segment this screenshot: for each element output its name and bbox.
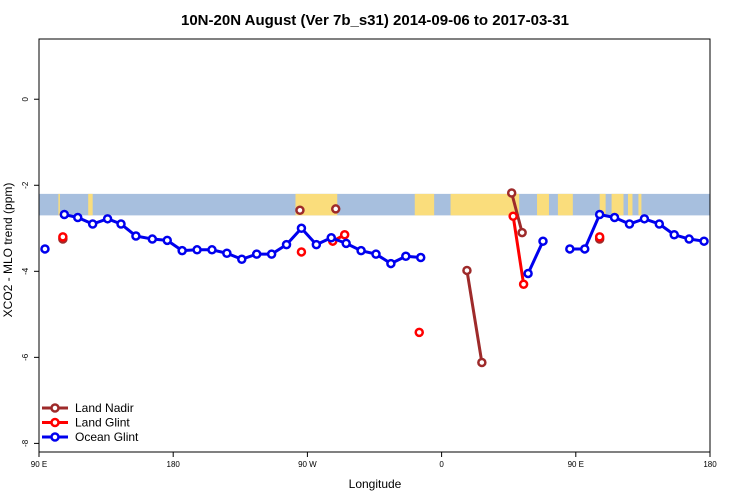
data-point (207, 245, 217, 255)
data-point (296, 223, 307, 234)
legend-marker-2 (50, 432, 60, 442)
data-point (523, 268, 533, 279)
legend-label-2: Ocean Glint (75, 430, 139, 444)
data-point (296, 247, 307, 257)
data-point (237, 254, 247, 265)
map-land-10 (638, 193, 642, 216)
data-point (222, 248, 232, 258)
data-point (177, 245, 187, 256)
x-tick-label-1: 180 (167, 460, 181, 469)
data-point (538, 236, 548, 246)
y-tick-label-4: -8 (21, 439, 30, 447)
legend-label-0: Land Nadir (75, 401, 134, 415)
data-point (58, 232, 68, 242)
data-point (386, 258, 396, 269)
data-point (102, 214, 113, 224)
series-line-segment (583, 213, 602, 251)
data-point (414, 327, 424, 338)
data-point (415, 252, 426, 263)
series-ocean-glint (40, 209, 709, 279)
data-point (639, 214, 650, 224)
data-point (311, 239, 322, 250)
series-line-segment (465, 268, 484, 365)
data-point (669, 229, 679, 240)
data-point (192, 245, 202, 255)
data-point (147, 234, 158, 244)
data-point (699, 236, 709, 246)
data-point (506, 188, 517, 198)
data-point (87, 219, 98, 229)
x-tick-label-5: 180 (703, 460, 717, 469)
data-point (341, 238, 351, 249)
data-point (609, 212, 620, 223)
map-land-0 (58, 193, 60, 216)
data-point (295, 205, 305, 215)
map-land-5 (537, 193, 549, 216)
series-line-segment (511, 214, 526, 286)
data-point (339, 229, 350, 240)
data-point (251, 249, 262, 259)
data-point (266, 249, 277, 259)
data-point (654, 219, 665, 229)
data-point (508, 211, 518, 221)
plot-frame (38, 38, 711, 453)
x-tick-label-4: 90 E (568, 460, 584, 469)
data-point (565, 244, 575, 254)
data-point (594, 209, 605, 220)
map-land-9 (627, 193, 633, 216)
data-point (594, 232, 605, 242)
data-point (281, 239, 292, 250)
data-point (330, 204, 341, 214)
data-point (326, 233, 337, 243)
series-line-segment (526, 239, 545, 275)
series-group (40, 188, 709, 368)
map-land-6 (557, 193, 573, 216)
y-tick-label-1: -2 (21, 181, 30, 189)
data-point (40, 244, 50, 254)
data-point (517, 227, 527, 238)
data-point (371, 249, 381, 259)
data-point (59, 209, 70, 220)
series-line-segment (510, 191, 524, 235)
x-tick-label-3: 0 (439, 460, 444, 469)
y-tick-label-0: 0 (21, 96, 30, 101)
series-land-glint (58, 211, 605, 338)
map-band (39, 193, 710, 216)
data-point (116, 219, 126, 229)
data-point (356, 245, 366, 256)
data-point (477, 357, 487, 368)
y-tick-label-3: -6 (21, 353, 30, 361)
data-point (624, 219, 635, 229)
map-land-2 (295, 193, 338, 216)
legend-marker-1 (50, 417, 60, 428)
legend-marker-0 (50, 403, 60, 413)
data-point (401, 251, 411, 262)
data-point (684, 234, 694, 244)
map-ocean (39, 193, 710, 216)
data-point (162, 235, 172, 246)
data-point (73, 212, 83, 223)
map-land-7 (599, 193, 606, 216)
x-tick-label-2: 90 W (298, 460, 317, 469)
chart-title: 10N-20N August (Ver 7b_s31) 2014-09-06 t… (181, 12, 569, 29)
y-tick-label-2: -4 (21, 267, 30, 275)
map-land-3 (414, 193, 435, 216)
map-land-4 (450, 193, 520, 216)
data-point (518, 279, 529, 289)
x-tick-label-0: 90 E (31, 460, 47, 469)
data-point (462, 265, 472, 276)
data-point (579, 244, 590, 254)
map-land-8 (611, 193, 624, 216)
y-axis-label: XCO2 - MLO trend (ppm) (1, 183, 15, 318)
legend-label-1: Land Glint (75, 416, 130, 430)
axis-ticks: 90 E 180 90 W 0 90 E 180 0 -2 -4 -6 -8 (21, 96, 717, 469)
x-axis-label: Longitude (349, 477, 402, 491)
map-land-1 (88, 193, 93, 216)
data-point (131, 231, 141, 241)
